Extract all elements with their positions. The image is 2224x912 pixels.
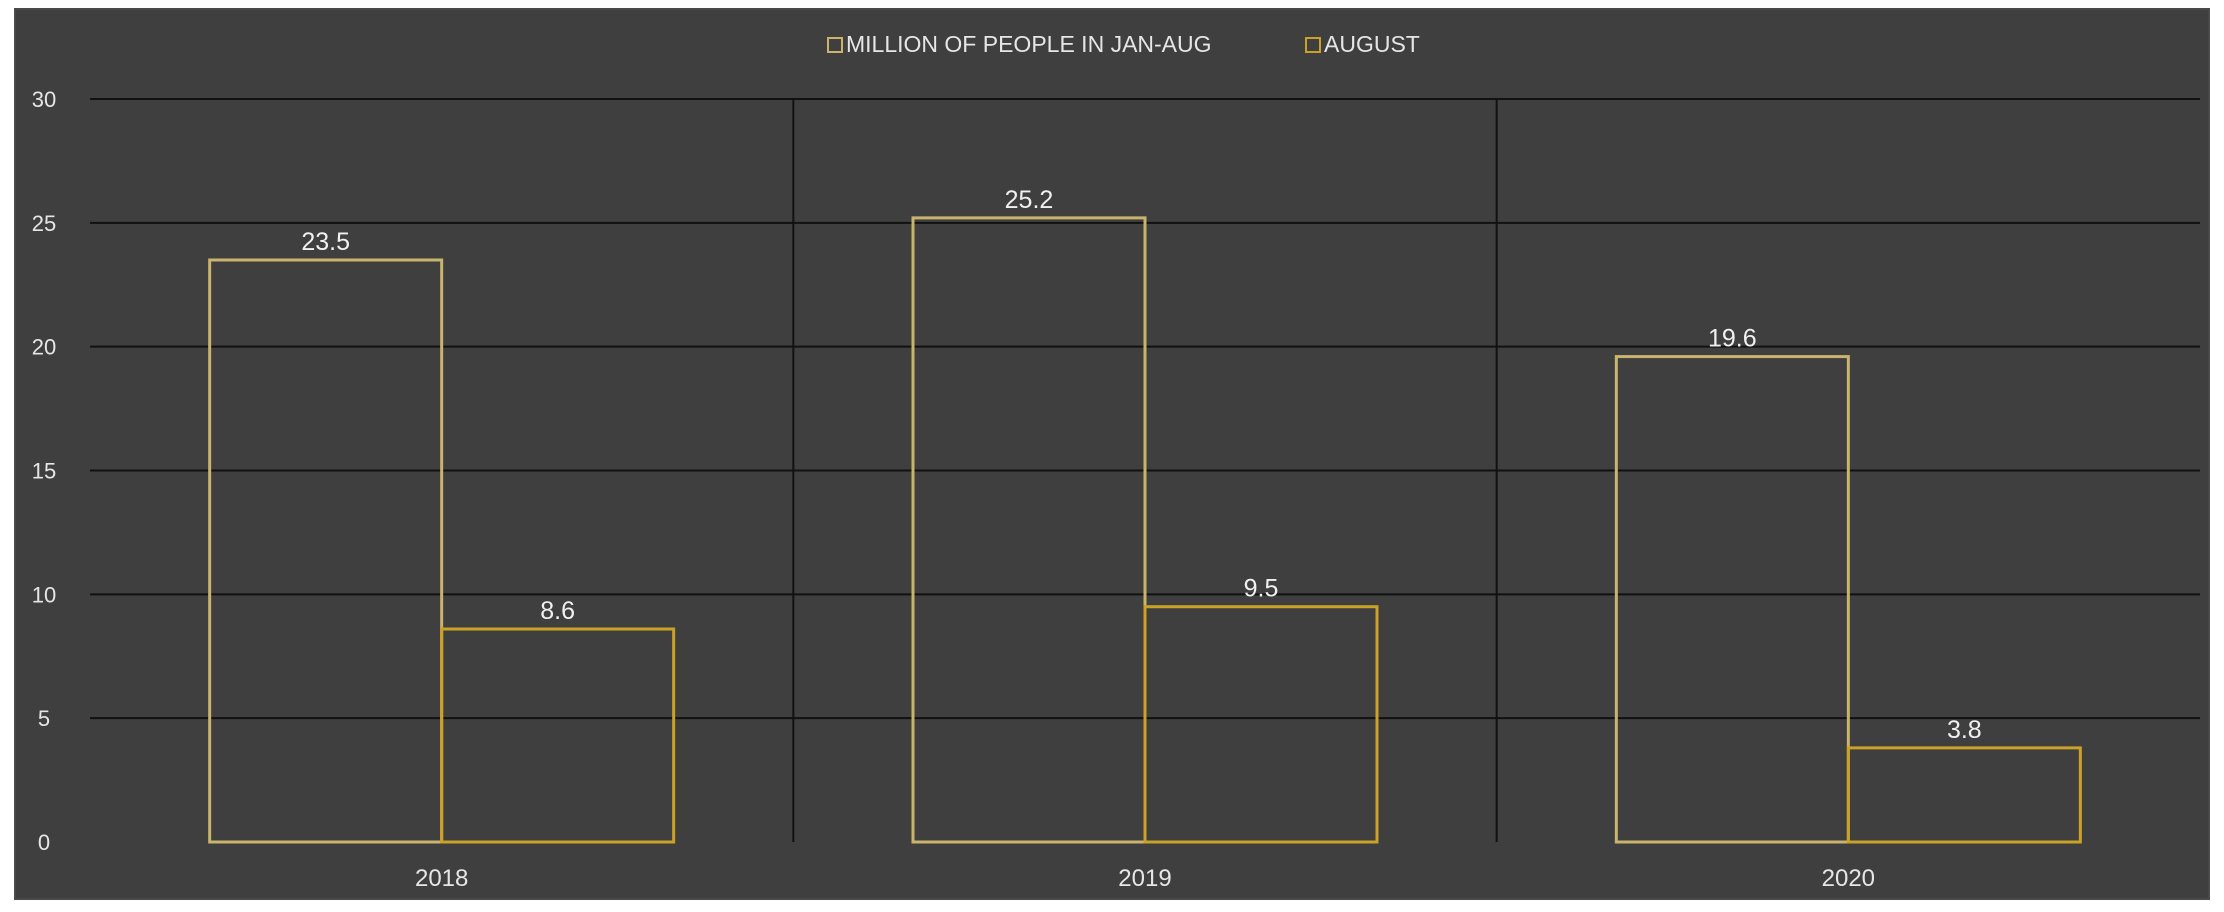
legend: MILLION OF PEOPLE IN JAN-AUG AUGUST (827, 31, 1420, 57)
bar-2019-series-1 (911, 216, 1147, 844)
x-category-label-2018: 2018 (415, 865, 468, 892)
data-label-2020-series-1: 19.6 (1708, 325, 1757, 353)
data-label-2018-series-2: 8.6 (540, 597, 575, 625)
x-category-label-2020: 2020 (1822, 865, 1875, 892)
bar-2020-series-1 (1614, 355, 1850, 844)
data-label-2019-series-1: 25.2 (1005, 186, 1054, 214)
legend-label-1: MILLION OF PEOPLE IN JAN-AUG (846, 31, 1212, 57)
bar-2020-series-2 (1846, 746, 2082, 844)
chart-panel: 0 5 10 15 20 25 30 23.5 8.6 25.2 9.5 19.6 3.8 2018 2… (14, 8, 2210, 900)
legend-swatch-1 (827, 37, 843, 53)
y-axis-ticks: 0 5 10 15 20 25 30 (32, 87, 56, 855)
data-label-2019-series-2: 9.5 (1244, 575, 1279, 603)
data-label-2018-series-1: 23.5 (301, 228, 350, 256)
bars (208, 216, 2082, 844)
bar-2018-series-1 (208, 258, 444, 844)
x-axis-categories: 2018 2019 2020 (415, 865, 1875, 892)
y-tick-label-5: 5 (38, 706, 50, 731)
y-tick-label-25: 25 (32, 211, 56, 236)
y-tick-label-10: 10 (32, 582, 56, 607)
data-label-2020-series-2: 3.8 (1947, 716, 1982, 744)
data-labels: 23.5 8.6 25.2 9.5 19.6 3.8 (301, 186, 1981, 744)
legend-swatch-2 (1305, 37, 1321, 53)
x-category-label-2019: 2019 (1118, 865, 1171, 892)
bar-2019-series-2 (1143, 605, 1379, 844)
y-tick-label-0: 0 (38, 830, 50, 855)
y-tick-label-20: 20 (32, 335, 56, 360)
bar-2018-series-2 (440, 627, 676, 844)
y-tick-label-15: 15 (32, 459, 56, 484)
legend-label-2: AUGUST (1324, 31, 1420, 57)
y-tick-label-30: 30 (32, 87, 56, 112)
